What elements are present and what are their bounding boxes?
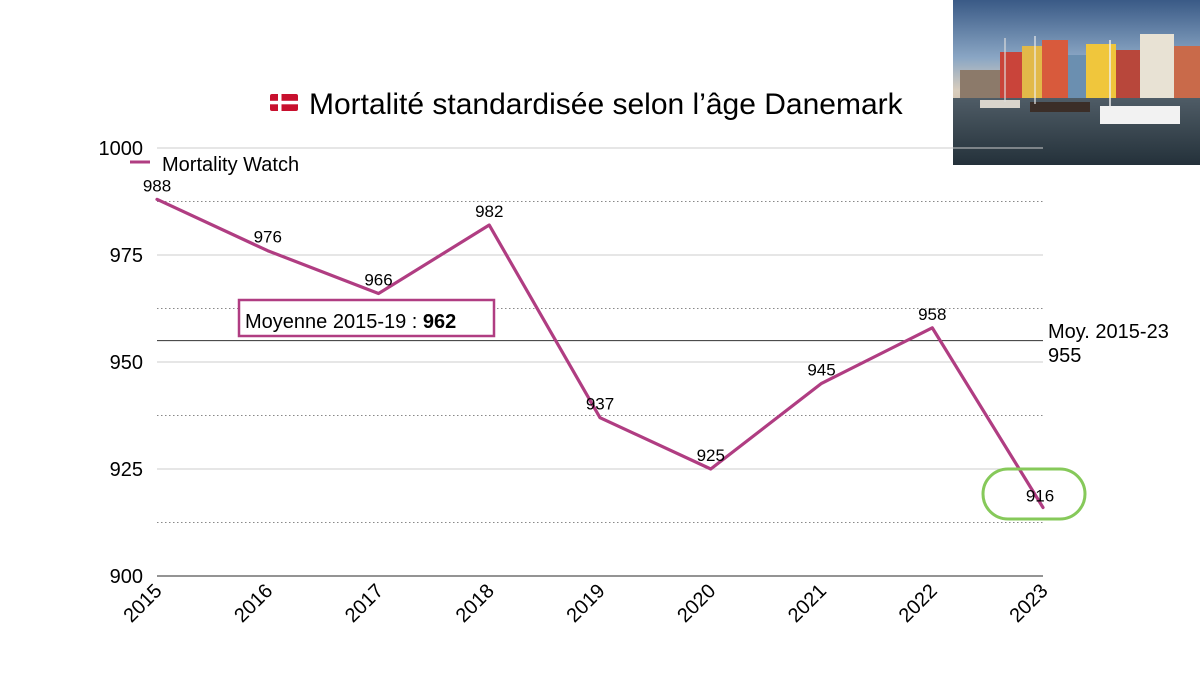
y-tick-label: 950 [110,352,143,374]
data-label: 916 [1026,487,1054,506]
x-tick-label: 2018 [452,580,499,627]
x-tick-label: 2023 [1006,580,1053,627]
average-annotation-text: Moyenne 2015-19 : 962 [245,311,456,333]
reference-line-value: 955 [1048,345,1081,367]
series-mortality-watch [155,197,1045,510]
average-annotation-prefix: Moyenne 2015-19 : [245,311,423,333]
x-axis: 2015 2016 2017 2018 2019 2020 2021 2022 2023 [120,580,1053,627]
x-tick-label: 2021 [784,580,831,627]
y-tick-label: 900 [110,566,143,588]
chart-title: Mortalité standardisée selon l’âge Danem… [270,88,904,121]
nyhavn-harbour-photo [953,0,1200,165]
data-label: 982 [475,202,503,221]
y-tick-label: 925 [110,459,143,481]
data-label: 988 [143,176,171,195]
y-tick-label: 975 [110,245,143,267]
reference-line-group: Moy. 2015-23 955 [157,321,1169,367]
data-labels: 988 976 966 982 937 925 945 958 916 [143,176,1054,505]
series-line [155,197,1045,510]
x-tick-label: 2016 [230,580,277,627]
data-label: 937 [586,395,614,414]
y-axis: 900 925 950 975 1000 [99,138,144,588]
x-tick-label: 2017 [341,580,388,627]
x-tick-label: 2020 [673,580,720,627]
data-label: 945 [807,360,835,379]
legend-label: Mortality Watch [162,154,299,176]
grid [157,147,1043,577]
data-label: 925 [697,446,725,465]
x-tick-label: 2019 [563,580,610,627]
reference-line-label: Moy. 2015-23 [1048,321,1169,343]
highlight-2023-oval [981,467,1087,521]
data-label: 966 [364,271,392,290]
data-label: 958 [918,305,946,324]
y-tick-label: 1000 [99,138,144,160]
average-annotation-value: 962 [423,311,456,333]
data-label: 976 [254,228,282,247]
chart-title-text: Mortalité standardisée selon l’âge Danem… [309,88,904,121]
legend: Mortality Watch [130,154,299,176]
denmark-flag-icon [270,94,298,111]
average-2015-19-annotation: Moyenne 2015-19 : 962 [237,298,496,338]
x-tick-label: 2022 [895,580,942,627]
